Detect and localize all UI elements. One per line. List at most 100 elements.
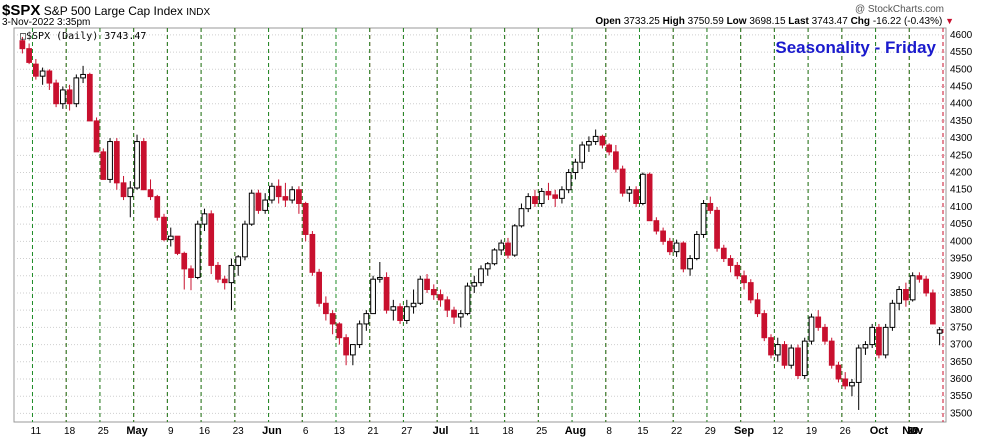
candle-body: [842, 378, 849, 387]
candle-body: [801, 340, 808, 377]
x-tick-label: 12: [772, 426, 784, 437]
low-label: Low: [726, 16, 747, 27]
candle-body: [161, 216, 167, 241]
candle-body: [626, 189, 633, 194]
candle-body: [403, 306, 410, 321]
candle-body: [356, 323, 363, 346]
y-tick-label: 4400: [950, 99, 973, 110]
candle-body: [646, 173, 653, 222]
x-tick-label: 29: [705, 426, 717, 437]
candle-body: [66, 89, 73, 105]
y-tick-label: 3750: [950, 322, 973, 333]
candle-body: [147, 189, 154, 198]
candle-body: [457, 313, 464, 318]
x-tick-label: Jul: [433, 425, 449, 437]
high-value: 3750.59: [687, 16, 724, 27]
x-tick-label: 18: [64, 426, 76, 437]
candle-body: [532, 196, 538, 204]
candle-body: [491, 249, 498, 265]
candle-body: [296, 189, 302, 204]
candle-body: [592, 135, 599, 143]
candle-body: [849, 381, 855, 387]
y-tick-label: 4300: [950, 133, 973, 144]
candle-body: [444, 299, 451, 311]
candle-body: [741, 275, 747, 284]
candle-body: [862, 344, 869, 349]
candle-body: [26, 48, 32, 63]
candle-body: [120, 182, 127, 198]
candle-body: [73, 77, 80, 105]
candle-body: [215, 264, 221, 280]
candle-body: [815, 316, 822, 328]
candle-body: [572, 161, 579, 174]
x-tick-label: Jun: [262, 425, 282, 437]
x-tick-label: 6: [303, 426, 309, 437]
x-tick-label: 18: [502, 426, 514, 437]
chart-header: $SPX S&P 500 Large Cap Index INDX: [2, 2, 210, 19]
candle-body: [727, 258, 734, 266]
candle-body: [599, 135, 606, 146]
candle-body: [761, 313, 768, 339]
candle-body: [86, 73, 93, 122]
candle-body: [700, 202, 707, 235]
watermark: @ StockCharts.com: [854, 4, 944, 15]
candle-body: [262, 199, 269, 211]
down-arrow-icon: ▼: [945, 16, 954, 26]
candle-body: [586, 141, 592, 146]
candle-body: [835, 364, 842, 380]
x-tick-label: 25: [98, 426, 110, 437]
last-label: Last: [788, 16, 809, 27]
candle-body: [808, 316, 815, 342]
candle-body: [451, 309, 457, 318]
y-tick-label: 4050: [950, 219, 973, 230]
candle-body: [417, 278, 424, 304]
x-tick-label: Aug: [565, 425, 586, 437]
candle-body: [909, 275, 916, 301]
y-tick-label: 3700: [950, 340, 973, 351]
candle-body: [302, 202, 309, 235]
candle-body: [255, 192, 262, 211]
candle-body: [282, 196, 289, 201]
x-tick-label: 25: [536, 426, 548, 437]
candle-body: [363, 313, 370, 325]
candle-body: [889, 302, 896, 328]
x-tick-label: 10: [907, 426, 919, 437]
symbol: $SPX: [2, 2, 41, 19]
candle-body: [39, 70, 46, 77]
candle-body: [707, 202, 714, 211]
candle-body: [795, 347, 801, 377]
x-tick-label: 16: [199, 426, 211, 437]
candle-body: [100, 151, 107, 180]
x-tick-label: 11: [469, 426, 480, 437]
x-tick-label: Sep: [734, 425, 754, 437]
candle-body: [633, 189, 639, 204]
candle-body: [936, 329, 943, 334]
candle-body: [376, 276, 383, 280]
candle-body: [714, 209, 720, 249]
candle-body: [666, 240, 673, 253]
candle-body: [140, 141, 147, 191]
candle-body: [228, 264, 235, 284]
candle-body: [188, 268, 194, 278]
quote-bar: Open 3733.25 High 3750.59 Low 3698.15 La…: [595, 16, 954, 27]
y-tick-label: 4100: [950, 202, 973, 213]
candle-body: [538, 190, 545, 204]
candle-body: [896, 289, 903, 304]
chg-label: Chg: [850, 16, 871, 27]
candle-body: [269, 185, 275, 201]
candle-body: [511, 225, 518, 256]
candle-body: [107, 141, 113, 180]
candle-body: [397, 306, 403, 321]
candle-body: [336, 323, 343, 339]
candle-body: [437, 294, 444, 301]
last-value: 3743.47: [811, 16, 848, 27]
candle-body: [552, 194, 559, 199]
y-tick-label: 4600: [950, 30, 973, 41]
candle-body: [471, 282, 478, 287]
candle-body: [390, 306, 397, 311]
candle-body: [174, 235, 181, 254]
candle-body: [33, 63, 39, 77]
candle-body: [606, 144, 613, 153]
x-tick-label: 24: [907, 426, 919, 437]
